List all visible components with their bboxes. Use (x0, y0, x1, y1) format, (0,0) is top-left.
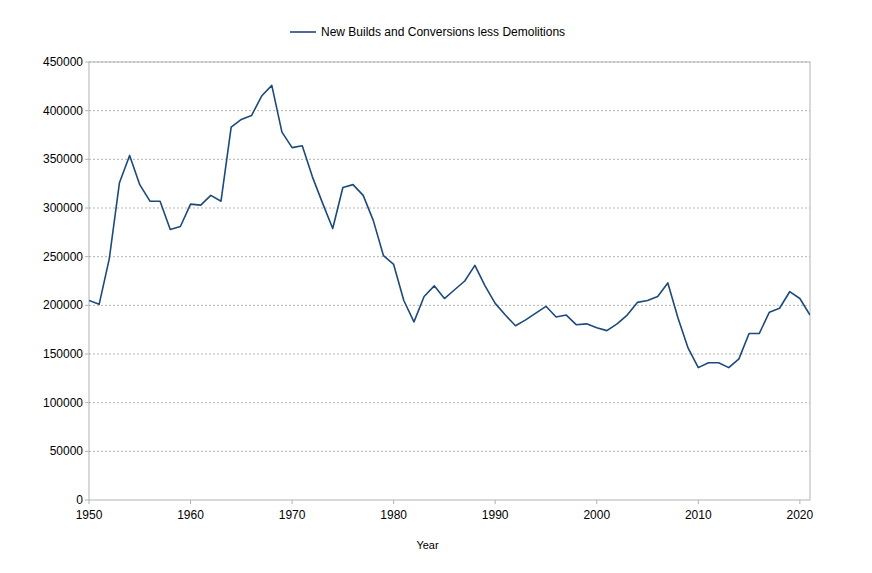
grid-line (89, 354, 810, 355)
y-tick (85, 451, 89, 452)
y-tick (85, 208, 89, 209)
grid-line (89, 159, 810, 160)
x-tick (190, 500, 191, 504)
y-tick-label: 350000 (43, 152, 83, 166)
grid-line (89, 256, 810, 257)
grid-line (89, 451, 810, 452)
y-tick-label: 0 (76, 493, 83, 507)
x-tick (596, 500, 597, 504)
y-tick (85, 110, 89, 111)
y-tick-label: 400000 (43, 104, 83, 118)
y-tick (85, 402, 89, 403)
x-tick-label: 1990 (482, 508, 509, 522)
y-tick (85, 256, 89, 257)
grid-line (89, 402, 810, 403)
grid-line (89, 305, 810, 306)
y-tick-label: 200000 (43, 298, 83, 312)
y-tick-label: 50000 (50, 444, 84, 458)
y-tick (85, 159, 89, 160)
grid-line (89, 208, 810, 209)
legend-swatch (290, 31, 316, 33)
x-tick (495, 500, 496, 504)
x-tick-label: 1980 (380, 508, 407, 522)
legend-label: New Builds and Conversions less Demoliti… (321, 25, 565, 39)
plot-frame (89, 62, 810, 500)
y-tick (85, 62, 89, 63)
y-tick-label: 100000 (43, 396, 83, 410)
x-tick-label: 2000 (583, 508, 610, 522)
x-tick (292, 500, 293, 504)
y-tick-label: 300000 (43, 201, 83, 215)
x-tick (393, 500, 394, 504)
chart: 0 50000 100000 150000 200000 250000 300000 3500… (0, 0, 872, 573)
y-tick-label: 150000 (43, 347, 83, 361)
x-tick (799, 500, 800, 504)
y-tick-label: 450000 (43, 55, 83, 69)
y-tick-label: 250000 (43, 250, 83, 264)
x-tick-label: 2020 (786, 508, 813, 522)
y-tick (85, 500, 89, 501)
y-tick (85, 305, 89, 306)
series-line (89, 85, 810, 367)
x-tick-label: 1960 (177, 508, 204, 522)
x-tick-label: 2010 (685, 508, 712, 522)
x-tick-label: 1950 (76, 508, 103, 522)
grid-line (89, 110, 810, 111)
x-tick (698, 500, 699, 504)
y-tick (85, 354, 89, 355)
plot-area (89, 85, 810, 367)
x-tick (89, 500, 90, 504)
x-tick-label: 1970 (279, 508, 306, 522)
x-axis-label: Year (416, 539, 439, 551)
